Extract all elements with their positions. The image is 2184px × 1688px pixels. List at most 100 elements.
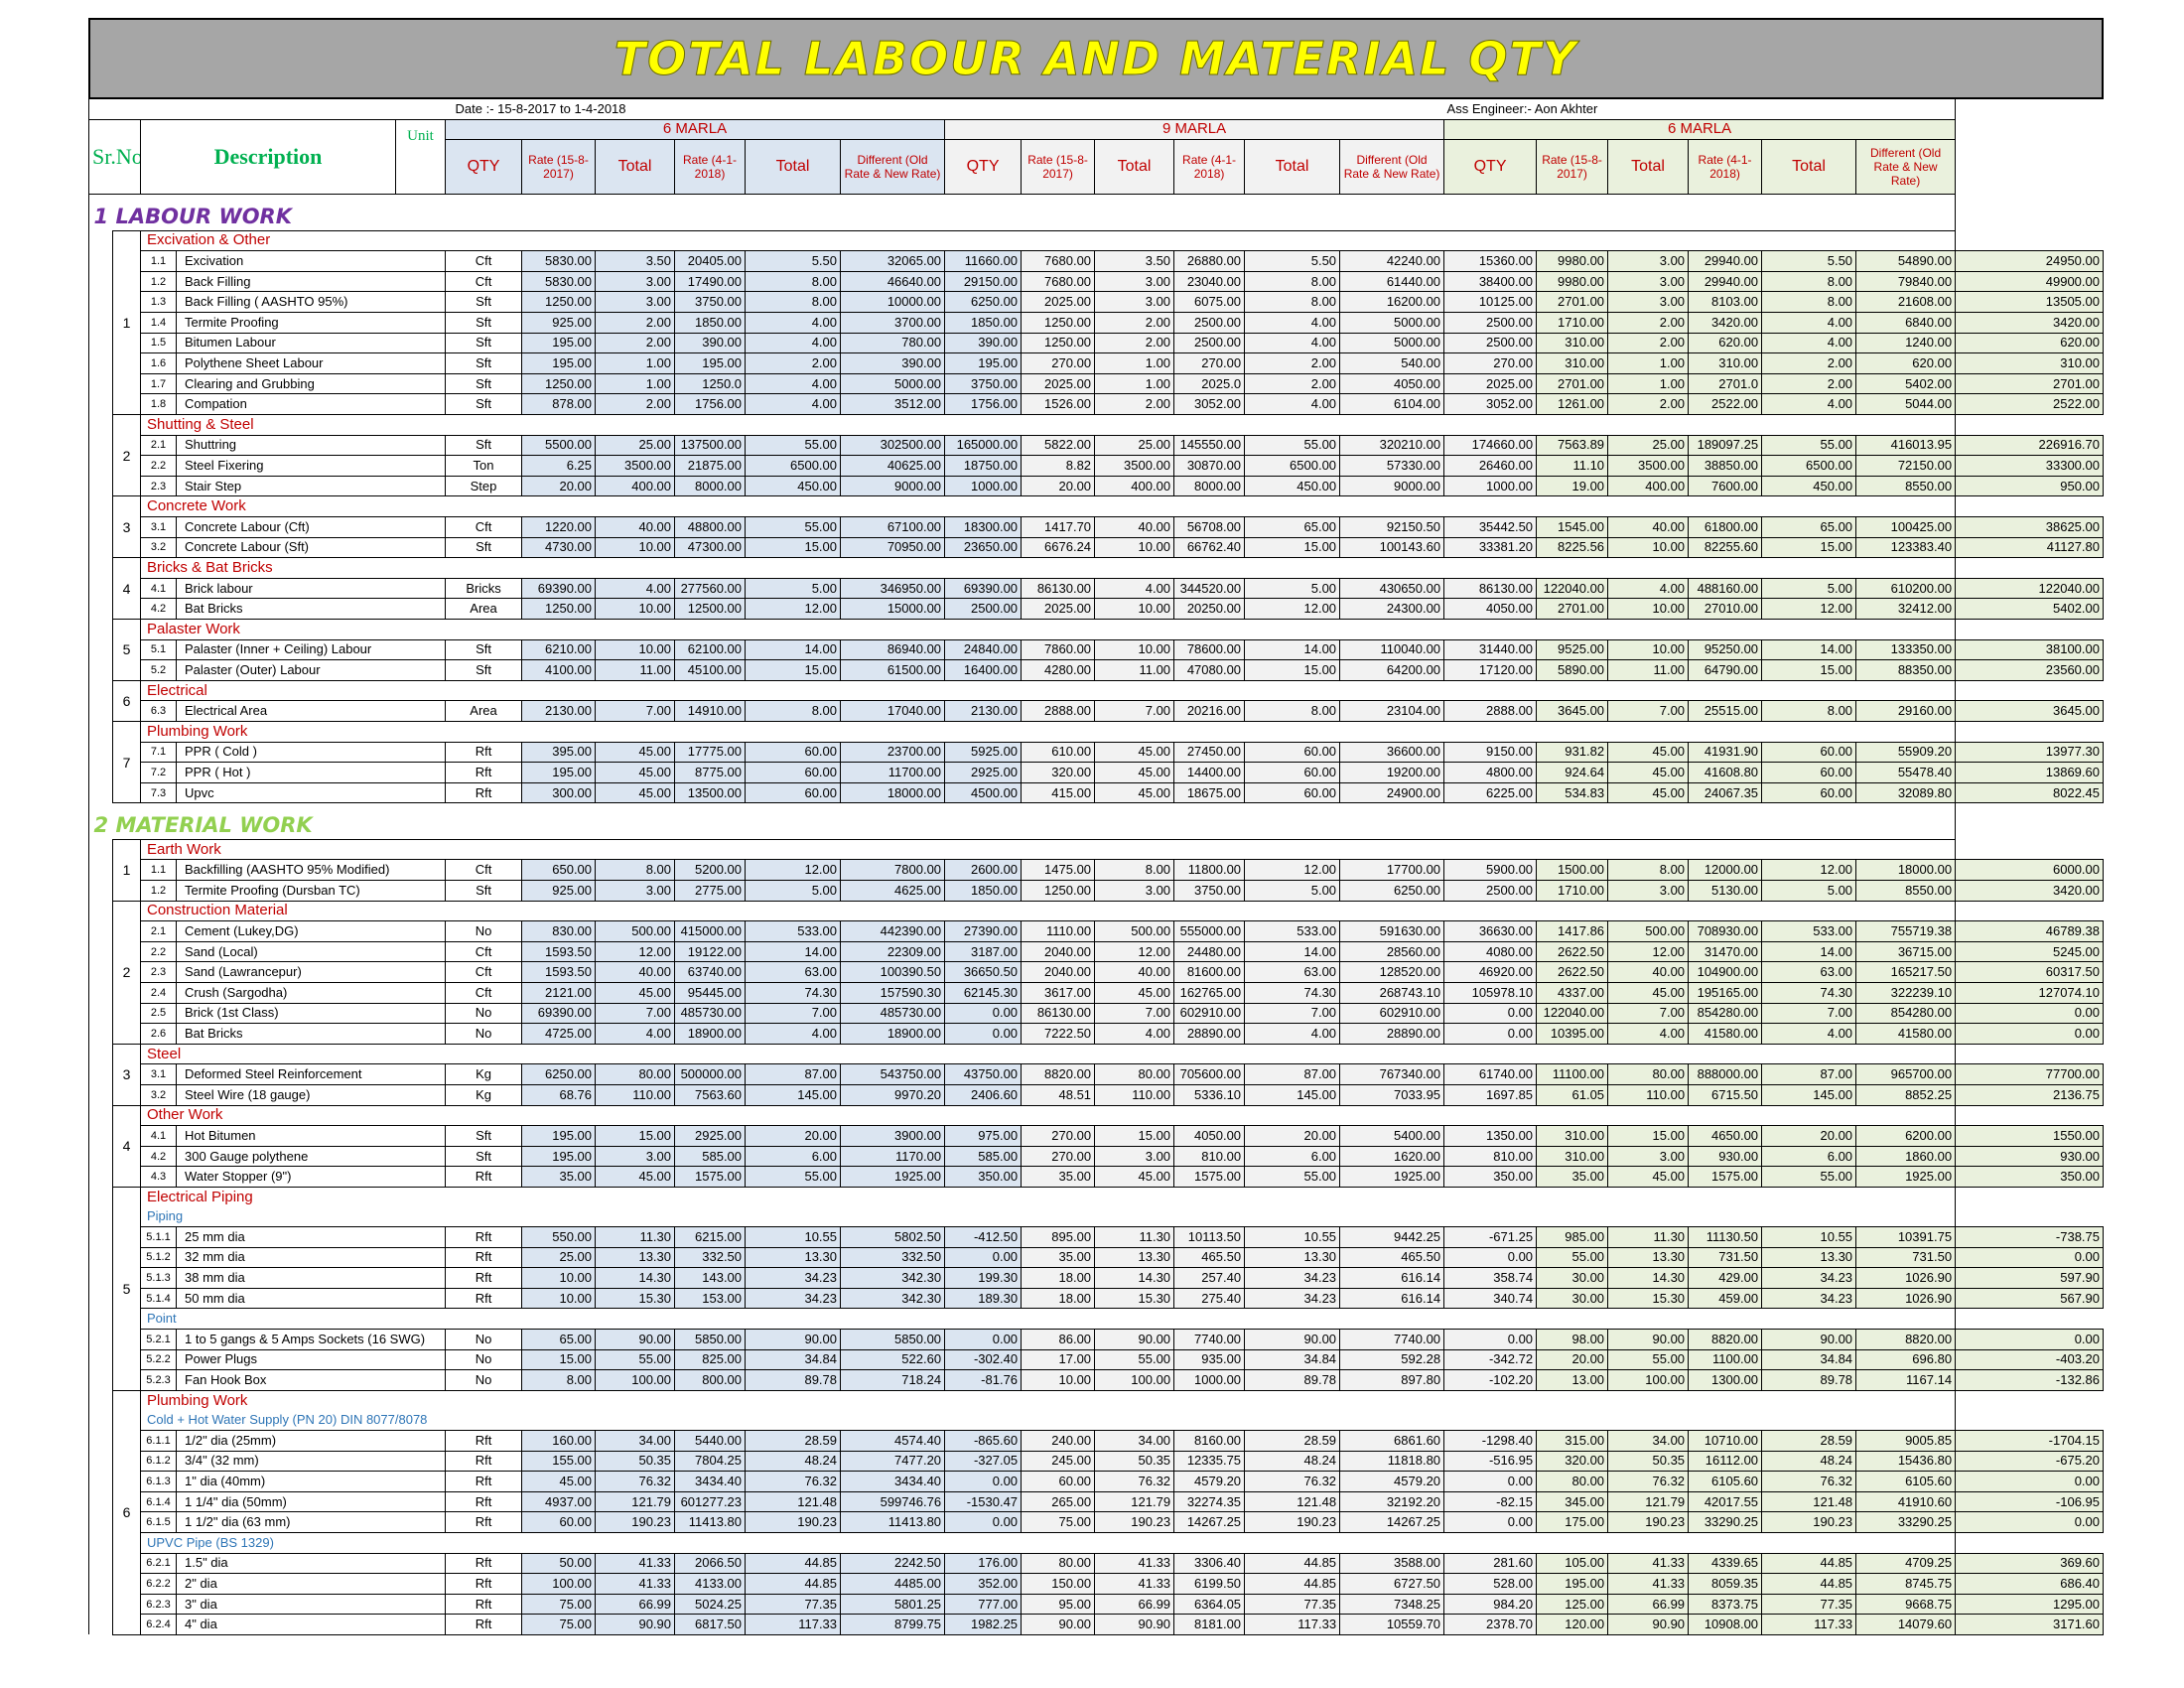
item-value: 8.00 bbox=[521, 1369, 597, 1391]
marla-header-row: Sr.No Description Unit 6 MARLA 9 MARLA 6 MARL… bbox=[88, 118, 2104, 196]
item-value: 11660.00 bbox=[944, 250, 1023, 272]
item-value: 7.00 bbox=[595, 700, 676, 722]
item-value: 55.00 bbox=[1244, 434, 1341, 457]
item-code: 7.1 bbox=[140, 741, 177, 764]
item-value: 50.35 bbox=[1607, 1450, 1690, 1473]
item-value: 176.00 bbox=[944, 1552, 1023, 1575]
item-value: 416013.95 bbox=[1855, 434, 1957, 457]
item-value: 23104.00 bbox=[1339, 700, 1445, 722]
item-unit: Rft bbox=[445, 1166, 523, 1188]
table-row: 5.2.2 Power Plugs No 15.00 55.00 825.00 34.84 5… bbox=[88, 1348, 2104, 1371]
marla-header-9: 9 MARLA bbox=[944, 118, 1445, 141]
item-value: 533.00 bbox=[1761, 920, 1857, 942]
col-header-rate_old_c: Rate (15-8-2017) bbox=[1536, 139, 1609, 196]
item-value: 346950.00 bbox=[840, 577, 946, 600]
item-code: 5.2.1 bbox=[140, 1329, 177, 1350]
item-value: 195.00 bbox=[521, 762, 597, 783]
item-value: 40.00 bbox=[1094, 961, 1175, 983]
item-value: 28.59 bbox=[745, 1430, 842, 1452]
item-value: 1982.25 bbox=[944, 1614, 1023, 1635]
item-value: 195.00 bbox=[521, 1125, 597, 1147]
item-unit: Rft bbox=[445, 1246, 523, 1269]
item-value: 44.85 bbox=[1761, 1573, 1857, 1595]
item-value: 190.23 bbox=[745, 1511, 842, 1533]
col-header-diff: Different (Old Rate & New Rate) bbox=[840, 139, 946, 196]
item-value: 5.00 bbox=[1244, 577, 1341, 600]
table-row: 5.1.4 50 mm dia Rft 10.00 15.30 153.00 34.23 34… bbox=[88, 1287, 2104, 1310]
item-unit: Sft bbox=[445, 352, 523, 374]
item-value: 488160.00 bbox=[1688, 577, 1763, 600]
item-value: 2522.00 bbox=[1688, 393, 1763, 416]
item-value: 7.00 bbox=[595, 1002, 676, 1025]
item-value: 10391.75 bbox=[1855, 1226, 1957, 1248]
item-value: 5402.00 bbox=[1955, 598, 2104, 620]
item-value: 2406.60 bbox=[944, 1083, 1023, 1106]
item-value: 3617.00 bbox=[1021, 981, 1096, 1004]
item-value: 5000.00 bbox=[1339, 332, 1445, 354]
item-value: 66.99 bbox=[1607, 1593, 1690, 1616]
item-value: 6500.00 bbox=[1244, 455, 1341, 477]
item-value: 18750.00 bbox=[944, 455, 1023, 477]
item-value: 90.00 bbox=[1761, 1329, 1857, 1350]
item-value: 74.30 bbox=[1761, 981, 1857, 1004]
item-value: 1.00 bbox=[595, 352, 676, 374]
item-value: 5822.00 bbox=[1021, 434, 1096, 457]
item-value: 6500.00 bbox=[1761, 455, 1857, 477]
item-value: 24840.00 bbox=[944, 638, 1023, 661]
item-value: 342.30 bbox=[840, 1287, 946, 1310]
item-value: 731.50 bbox=[1855, 1246, 1957, 1269]
description-header: Description bbox=[140, 118, 396, 196]
item-value: 81600.00 bbox=[1173, 961, 1246, 983]
item-code: 4.1 bbox=[140, 1125, 177, 1147]
item-description: 1" dia (40mm) bbox=[175, 1471, 447, 1492]
item-description: Power Plugs bbox=[175, 1348, 447, 1371]
item-value: 3.00 bbox=[1094, 880, 1175, 902]
group-title: Palaster Work bbox=[140, 618, 1957, 640]
item-value: 2925.00 bbox=[944, 762, 1023, 783]
item-value: 5850.00 bbox=[840, 1329, 946, 1350]
item-unit: Rft bbox=[445, 1511, 523, 1533]
item-value: 86130.00 bbox=[1443, 577, 1538, 600]
column-header-row: QTY Rate (15-8-2017) Total Rate (4-1-2018) T… bbox=[89, 139, 2104, 196]
item-value: 80.00 bbox=[1536, 1471, 1609, 1492]
item-value: 33381.20 bbox=[1443, 536, 1538, 559]
table-row: 6.1.3 1" dia (40mm) Rft 45.00 76.32 3434.40 76… bbox=[88, 1471, 2104, 1492]
item-value: 1250.0 bbox=[674, 372, 747, 395]
item-value: 13.30 bbox=[745, 1246, 842, 1269]
item-value: 14079.60 bbox=[1855, 1614, 1957, 1635]
item-value: -412.50 bbox=[944, 1226, 1023, 1248]
item-value: 5925.00 bbox=[944, 741, 1023, 764]
item-value: 18000.00 bbox=[840, 781, 946, 804]
item-value: 110.00 bbox=[595, 1083, 676, 1106]
item-value: 4050.00 bbox=[1173, 1125, 1246, 1147]
item-value: 610200.00 bbox=[1855, 577, 1957, 600]
item-value: 60.00 bbox=[1761, 741, 1857, 764]
item-value: 320210.00 bbox=[1339, 434, 1445, 457]
item-value: 143.00 bbox=[674, 1267, 747, 1289]
item-value: 10.00 bbox=[1607, 536, 1690, 559]
item-value: 45.00 bbox=[595, 741, 676, 764]
item-value: 64790.00 bbox=[1688, 659, 1763, 681]
item-value: 2121.00 bbox=[521, 981, 597, 1004]
item-value: 10.00 bbox=[1607, 598, 1690, 620]
item-value: 145.00 bbox=[1244, 1083, 1341, 1106]
item-value: 32065.00 bbox=[840, 250, 946, 272]
item-value: 28.59 bbox=[1761, 1430, 1857, 1452]
item-value: 47080.00 bbox=[1173, 659, 1246, 681]
item-value: 76.32 bbox=[745, 1471, 842, 1492]
item-value: 14910.00 bbox=[674, 700, 747, 722]
item-value: 10908.00 bbox=[1688, 1614, 1763, 1635]
item-value: 110.00 bbox=[1607, 1083, 1690, 1106]
item-value: 17700.00 bbox=[1339, 859, 1445, 881]
item-value: 9980.00 bbox=[1536, 250, 1609, 272]
item-value: 7.00 bbox=[1607, 700, 1690, 722]
item-value: 9525.00 bbox=[1536, 638, 1609, 661]
item-value: 1756.00 bbox=[674, 393, 747, 416]
item-value: 415.00 bbox=[1021, 781, 1096, 804]
item-value: 17775.00 bbox=[674, 741, 747, 764]
item-code: 6.2.1 bbox=[140, 1552, 177, 1575]
item-value: 11100.00 bbox=[1536, 1063, 1609, 1085]
item-value: 2500.00 bbox=[1443, 332, 1538, 354]
item-value: 281.60 bbox=[1443, 1552, 1538, 1575]
item-unit: Rft bbox=[445, 1471, 523, 1492]
